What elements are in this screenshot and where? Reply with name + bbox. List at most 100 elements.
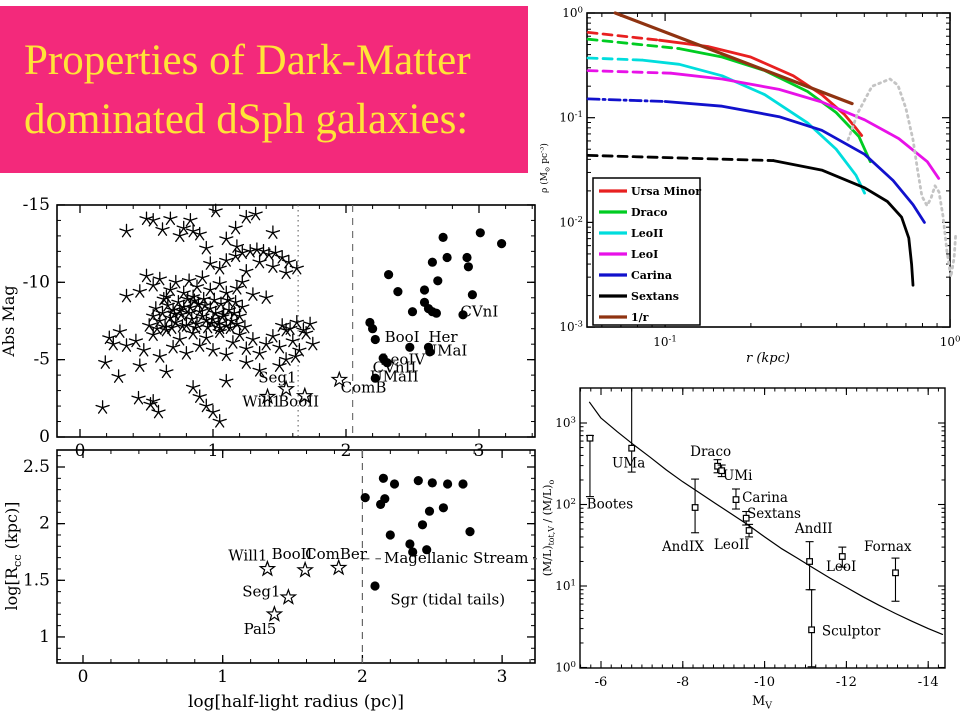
dsph-point	[370, 334, 380, 345]
galaxy-label: Sextans	[747, 506, 801, 522]
gc-star-point	[132, 284, 147, 298]
galaxy-label: ComB	[341, 378, 387, 396]
gc-star-point	[219, 373, 234, 388]
galaxy-label: LeoI	[826, 559, 856, 575]
axis-tick-label: 100	[940, 334, 960, 349]
gc-star-point	[305, 336, 320, 351]
galaxy-label: Pal5	[244, 620, 277, 638]
label-backing	[381, 549, 533, 567]
axis-tick-label: 2	[39, 514, 50, 534]
profile-curve-Sextans	[771, 159, 915, 287]
axis-tick-label: 1.5	[23, 570, 50, 590]
x-axis-label: r (kpc)	[746, 351, 790, 366]
dsph-point	[422, 545, 432, 555]
gc-star-point	[239, 355, 254, 369]
data-point-marker	[745, 527, 753, 534]
gc-star-point	[95, 400, 110, 414]
profile-curve-Ursa Minor	[586, 31, 661, 42]
gc-star-point	[212, 414, 227, 428]
galaxy-label: UMaI	[424, 341, 467, 359]
galaxy-label: BooII	[272, 545, 313, 563]
axis-tick-label: 2	[357, 667, 368, 687]
axis-tick-label: -5	[33, 350, 50, 370]
y-axis-label: (M/L)tot,V / (M/L)o	[541, 480, 556, 577]
axis-tick-label: 0	[75, 441, 86, 461]
dsph-point	[425, 347, 435, 357]
dsph-point	[378, 473, 388, 483]
gc-star-point	[132, 358, 147, 372]
axis-tick-label: 1	[208, 441, 219, 461]
dsph-point	[465, 527, 475, 537]
axis-tick-label: 0	[39, 427, 50, 447]
gc-star-point	[195, 270, 210, 284]
galaxy-label: Draco	[690, 444, 731, 460]
gc-star-point	[119, 288, 134, 303]
galaxy-label: Will1	[228, 546, 267, 564]
dsph-point	[405, 342, 415, 352]
axis-tick-label: 102	[555, 497, 576, 512]
galaxy-label: CVnI	[460, 303, 498, 321]
slide-title-line1: Properties of Dark-Matter	[24, 36, 471, 84]
gc-star-point	[285, 333, 300, 348]
galaxy-label: AndII	[794, 521, 833, 537]
legend-entry: Sextans	[631, 290, 679, 303]
gc-star-point	[261, 247, 277, 261]
axis-tick-label: 103	[555, 415, 576, 430]
dsph-point	[424, 506, 435, 516]
legend-entry: Ursa Minor	[631, 185, 701, 198]
dsph-point	[458, 310, 468, 320]
gc-star-point	[146, 393, 161, 408]
gc-star-point	[119, 223, 134, 238]
gc-star-point	[278, 265, 294, 280]
dsph-point	[393, 287, 403, 297]
axis-tick-label: -10	[23, 272, 50, 292]
axis-tick-label: 1	[217, 667, 228, 687]
plot-frame	[56, 204, 536, 438]
axis-tick-label: 100	[562, 5, 583, 20]
axis-tick-label: 10-2	[559, 215, 583, 230]
galaxy-label: BooII	[278, 392, 319, 410]
gc-star-point	[185, 380, 201, 394]
open-star-point	[279, 587, 298, 605]
galaxy-label: Will1	[242, 392, 281, 410]
axis-tick-label: -12	[836, 675, 857, 690]
slide-title-line2: dominated dSph galaxies:	[24, 95, 469, 143]
data-point-marker	[806, 558, 813, 565]
profile-curve-Carina	[663, 100, 926, 224]
y-axis-label: ρ (M⊙ pc-3)	[540, 143, 551, 193]
galaxy-label: Sgr (tidal tails)	[390, 591, 505, 609]
gc-star-point	[272, 339, 287, 354]
plot-frame	[56, 449, 536, 664]
data-point-marker	[892, 569, 899, 577]
galaxy-label: Carina	[742, 490, 788, 506]
dsph-point	[442, 252, 452, 263]
dsph-point	[407, 307, 418, 317]
open-star-point	[258, 387, 277, 405]
gc-star-point	[252, 346, 267, 360]
legend-entry: LeoI	[631, 248, 658, 261]
galaxy-label: ComBer	[305, 545, 368, 563]
data-point-marker	[586, 434, 594, 442]
galaxy-label: Bootes	[587, 497, 634, 513]
galaxy-label: LeoII	[714, 537, 750, 553]
open-star-point	[258, 559, 277, 577]
gc-star-point	[183, 212, 198, 227]
gc-star-point	[163, 211, 178, 226]
axis-tick-label: 101	[555, 578, 576, 593]
axis-tick-label: 0	[78, 667, 89, 687]
dsph-point	[475, 228, 485, 238]
gc-star-point	[146, 277, 161, 292]
data-point-marker	[838, 553, 846, 560]
gc-star-point	[98, 355, 113, 369]
gc-star-point	[159, 289, 174, 304]
gc-star-point	[172, 332, 187, 346]
dsph-point	[438, 232, 448, 242]
axis-tick-label: -14	[918, 675, 939, 690]
axis-tick-label: -10	[754, 675, 775, 690]
gc-star-point	[232, 327, 247, 342]
open-star-point	[277, 379, 296, 397]
gc-star-point	[237, 319, 253, 334]
dsph-point	[497, 239, 507, 249]
axis-tick-label: 10-1	[559, 110, 583, 125]
dsph-point	[408, 547, 418, 557]
